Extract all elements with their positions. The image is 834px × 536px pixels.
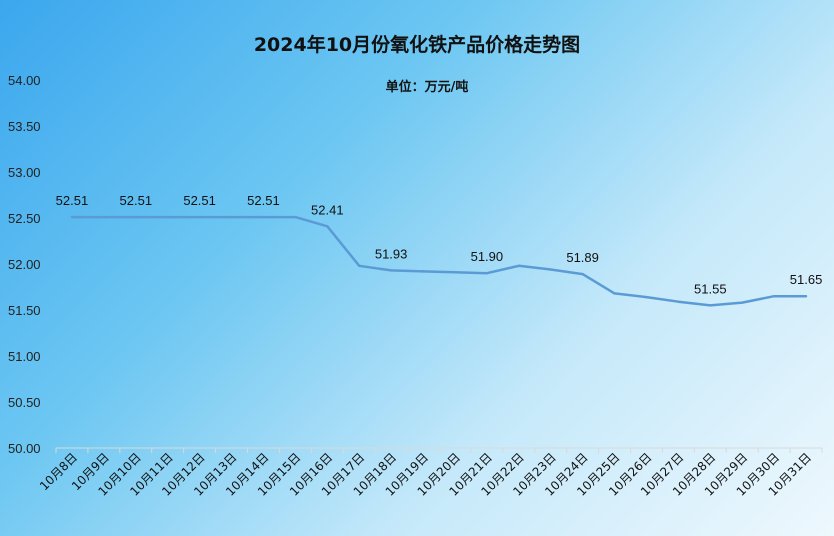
data-point — [326, 225, 329, 228]
data-label: 51.93 — [375, 246, 408, 261]
data-point — [166, 215, 169, 219]
y-tick-label: 52.50 — [8, 211, 41, 226]
data-label: 51.89 — [566, 250, 599, 265]
y-tick-label: 50.00 — [8, 441, 41, 456]
data-point — [645, 295, 648, 299]
data-point — [421, 270, 425, 273]
y-tick-label: 51.00 — [8, 349, 41, 364]
data-point — [709, 304, 712, 307]
data-label: 52.51 — [120, 193, 153, 208]
y-tick-label: 50.50 — [8, 395, 41, 410]
data-point — [804, 295, 808, 298]
series-line — [72, 215, 806, 307]
data-point — [262, 215, 265, 219]
y-tick-label: 53.50 — [8, 119, 41, 134]
data-labels: 52.51 52.51 52.51 52.51 52.41 51.93 51.90 51.89… — [56, 193, 823, 296]
data-point — [102, 215, 106, 219]
data-label: 51.55 — [694, 281, 727, 296]
data-point — [485, 272, 489, 275]
data-label: 51.65 — [790, 272, 823, 287]
data-point — [677, 300, 680, 303]
data-point — [358, 264, 361, 268]
y-tick-label: 51.50 — [8, 303, 41, 318]
data-point — [772, 295, 776, 298]
chart-title: 2024年10月份氧化铁产品价格走势图 — [253, 34, 581, 56]
data-point — [198, 215, 201, 219]
data-label: 52.51 — [56, 193, 89, 208]
data-point — [453, 271, 457, 274]
y-tick-label: 53.00 — [8, 165, 41, 180]
data-label: 51.90 — [471, 249, 504, 264]
data-point — [549, 268, 552, 271]
chart-unit-subtitle: 单位：万元/吨 — [385, 80, 469, 95]
data-label: 52.41 — [311, 202, 344, 217]
data-label: 52.51 — [247, 193, 280, 208]
data-point — [134, 215, 137, 219]
y-tick-label: 54.00 — [8, 73, 41, 88]
x-axis: 10月8日10月9日10月10日10月11日10月12日10月13日10月14日… — [37, 447, 823, 499]
data-point — [613, 292, 616, 295]
series-group — [70, 215, 808, 307]
data-point — [581, 272, 584, 276]
data-point — [517, 264, 520, 268]
data-point — [294, 215, 297, 219]
y-tick-label: 52.00 — [8, 257, 41, 272]
data-point — [389, 269, 393, 272]
data-point — [741, 301, 744, 304]
data-point — [70, 215, 74, 219]
data-point — [230, 215, 233, 219]
y-axis: 50.00 50.50 51.00 51.50 52.00 52.50 53.00 53.50… — [8, 73, 41, 456]
data-label: 52.51 — [183, 193, 216, 208]
